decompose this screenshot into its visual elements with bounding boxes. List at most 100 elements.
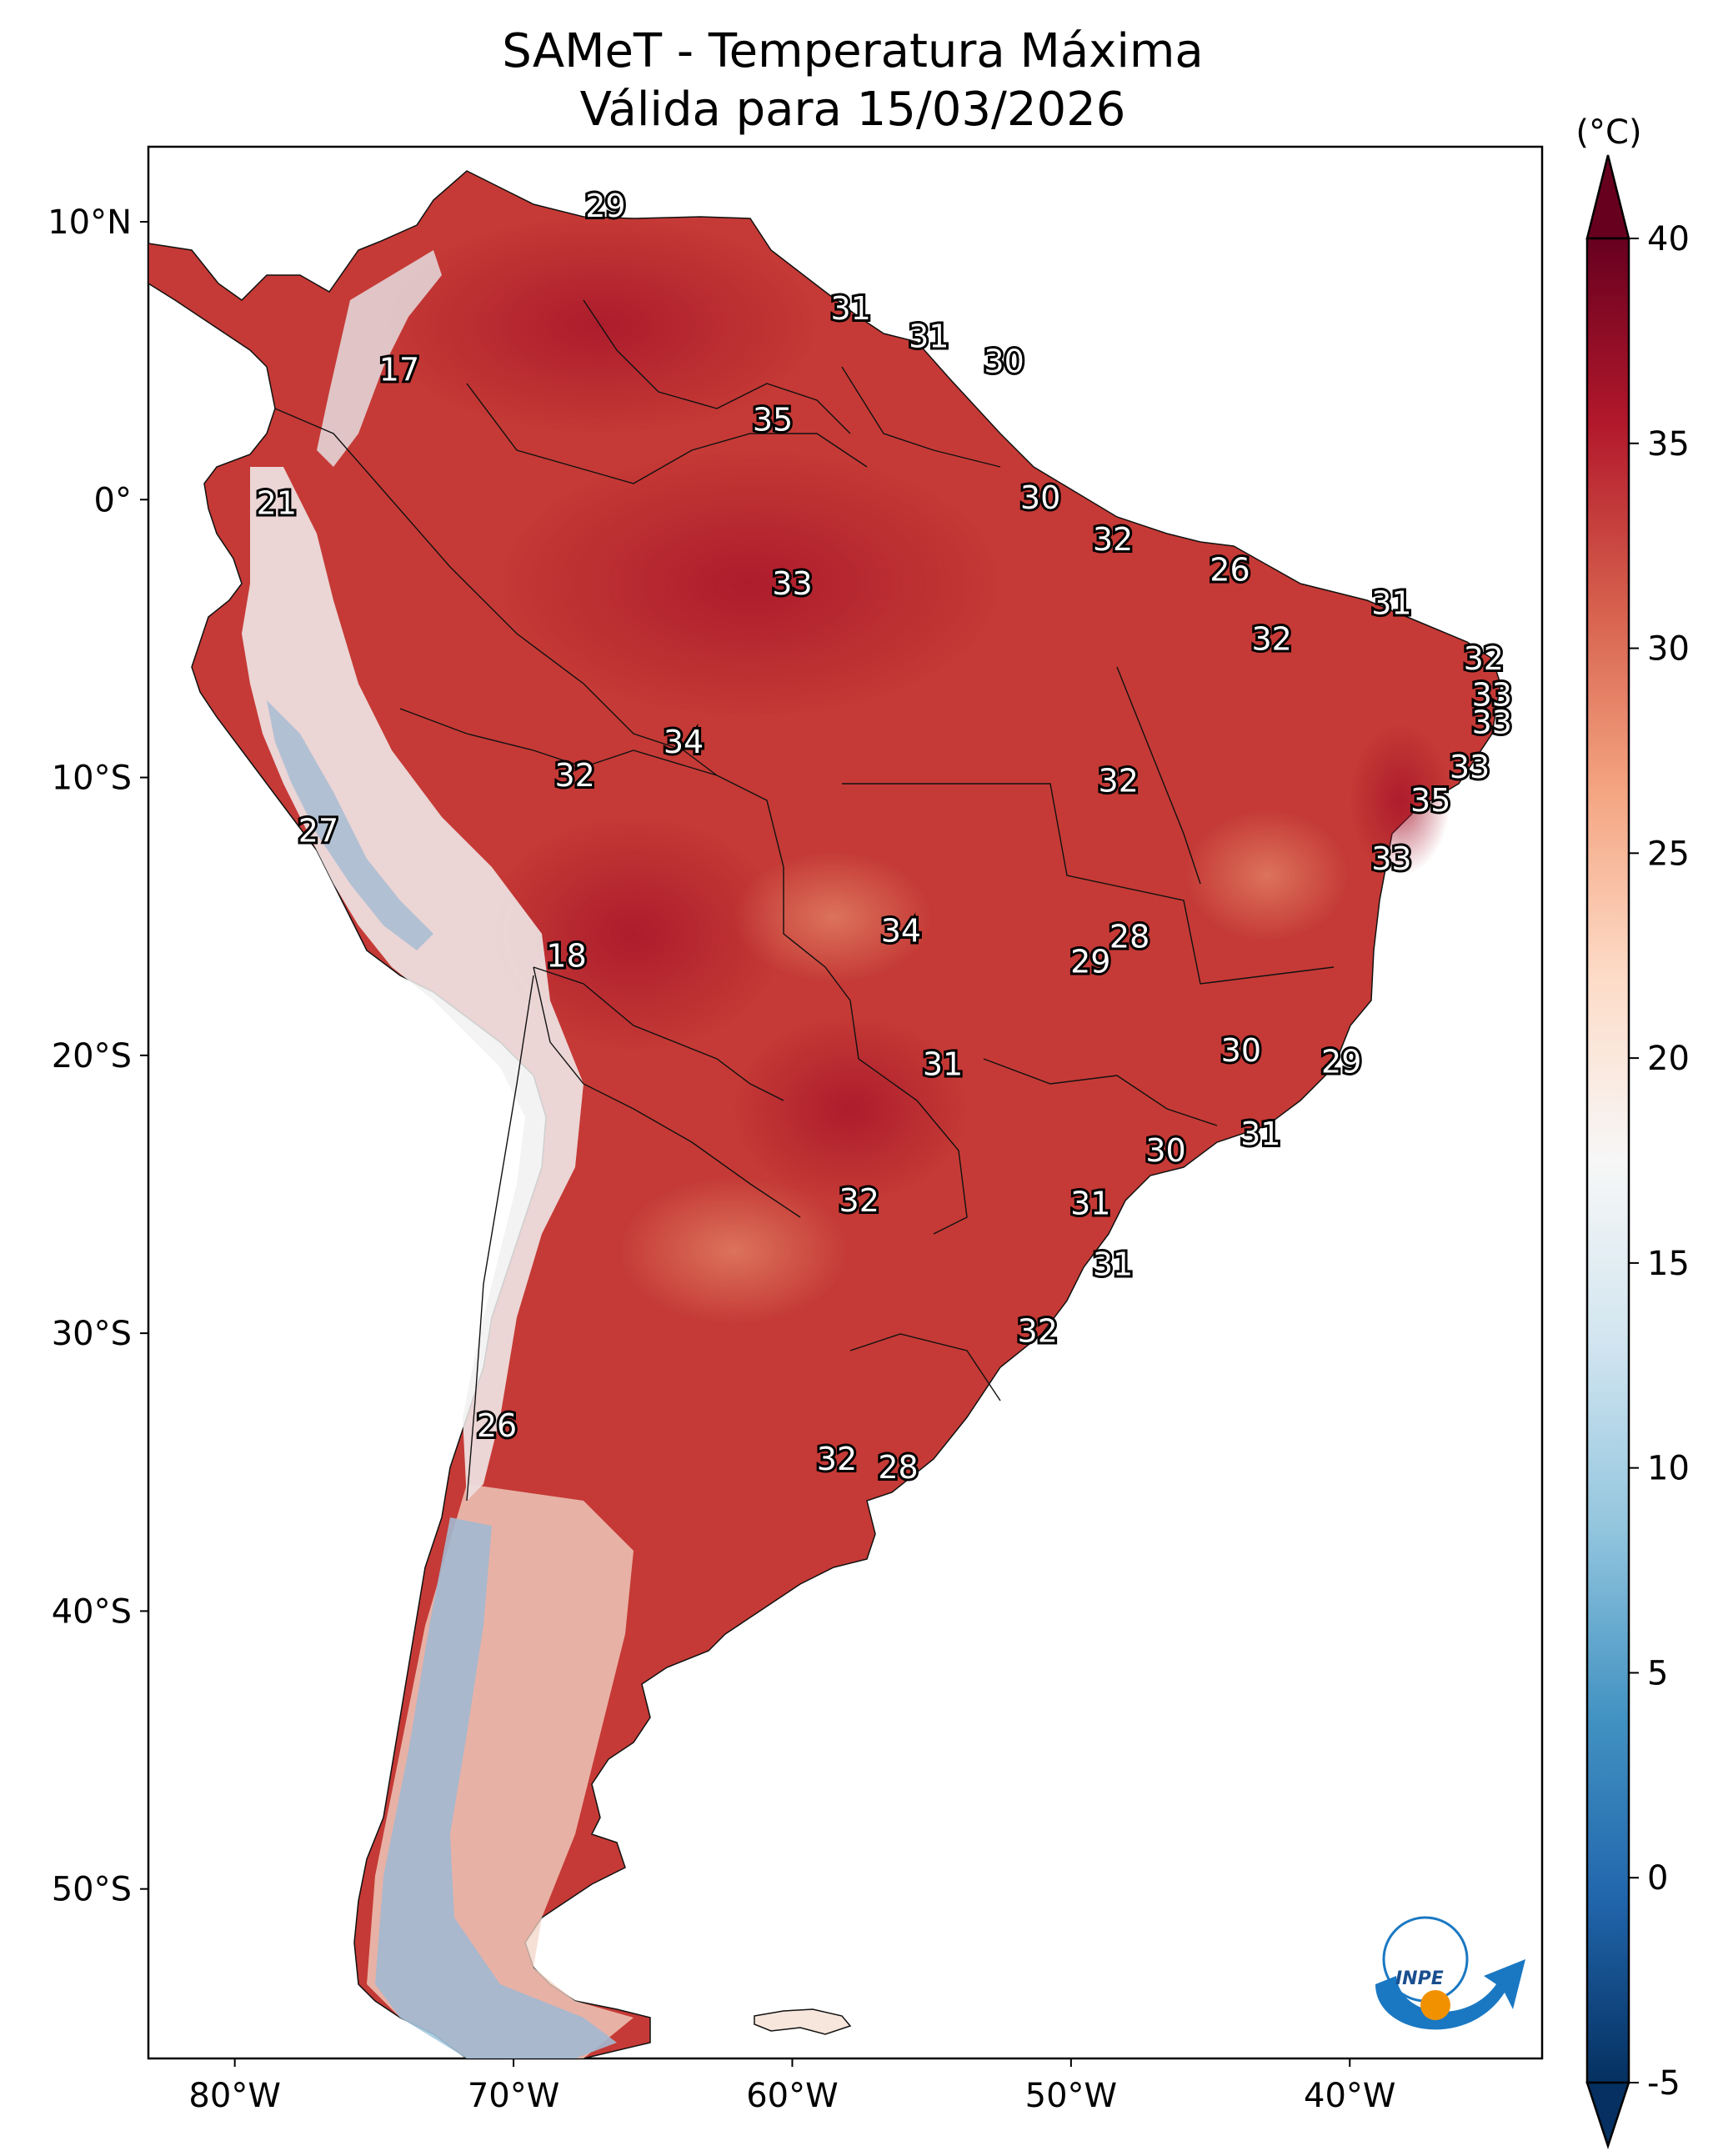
city-temp-label: 26 <box>477 1407 517 1444</box>
logo-sun-icon <box>1420 1990 1450 2020</box>
city-temp-label: 30 <box>1221 1032 1261 1069</box>
city-temp-label: 32 <box>817 1441 857 1477</box>
city-temp-label: 33 <box>1450 749 1490 785</box>
city-temp-label: 30 <box>984 343 1024 379</box>
hot-area-bolivia <box>483 817 784 1050</box>
lat-tick-label: 20°S <box>52 1037 132 1075</box>
border-brazil-states <box>842 783 1335 985</box>
border-uruguay <box>849 1333 1001 1401</box>
city-temp-label: 31 <box>1240 1116 1280 1152</box>
city-temp-label: 29 <box>1070 943 1110 980</box>
city-temp-label: 32 <box>1251 621 1291 658</box>
city-temp-label: 33 <box>1371 840 1411 877</box>
city-temp-label: 31 <box>1093 1246 1133 1283</box>
cold-area-peru-andes <box>267 700 433 950</box>
lon-tick-label: 70°W <box>468 2077 559 2115</box>
border-colombia-peru <box>274 408 718 776</box>
city-temp-label: 28 <box>878 1449 918 1486</box>
city-temp-label: 29 <box>585 188 625 224</box>
cold-area-colombia-andes <box>317 250 442 467</box>
colorbar: (°C) 40 35 30 25 20 15 10 5 0 -5 <box>1575 113 1690 2150</box>
colorbar-extend-top <box>1585 154 1630 240</box>
city-temp-label: 26 <box>1210 551 1250 588</box>
colorbar-ticks: 40 35 30 25 20 15 10 5 0 -5 <box>1629 220 1690 2103</box>
city-temp-label: 33 <box>1472 704 1512 741</box>
lat-axis: 10°N 0° 10°S 20°S 30°S 40°S 50°S <box>48 203 148 1909</box>
lat-tick-label: 0° <box>94 481 132 519</box>
border-argentina-north <box>533 966 801 1218</box>
city-temp-label: 35 <box>1410 782 1450 819</box>
city-temp-label: 32 <box>1093 521 1133 558</box>
border-peru-brazil <box>399 708 718 776</box>
city-temp-label: 31 <box>1371 584 1411 621</box>
city-temp-label: 34 <box>881 913 921 950</box>
map-subtitle: Válida para 15/03/2026 <box>579 83 1126 137</box>
city-temp-label: 32 <box>1464 640 1504 677</box>
colorbar-body <box>1585 237 1630 2084</box>
border-colombia-brazil <box>466 383 868 484</box>
city-temp-label: 31 <box>923 1046 963 1083</box>
hot-area-chaco <box>734 1017 967 1201</box>
lon-tick-label: 60°W <box>746 2077 838 2115</box>
city-temp-label: 27 <box>298 813 338 850</box>
lat-tick-label: 40°S <box>52 1592 132 1631</box>
colorbar-extend-bottom <box>1585 2081 1630 2150</box>
border-brazil-states-2 <box>1116 666 1201 885</box>
city-temp-label: 28 <box>1109 918 1150 955</box>
lat-tick-label: 30°S <box>52 1315 132 1353</box>
border-paraguay <box>858 1058 968 1235</box>
colorbar-tick-label: 40 <box>1647 220 1690 258</box>
city-temp-label: 33 <box>1472 676 1512 713</box>
city-temp-label: 21 <box>257 484 297 521</box>
border-chile-argentina <box>466 975 534 1502</box>
logo-text: INPE <box>1395 1968 1444 1989</box>
lon-axis: 80°W 70°W 60°W 50°W 40°W <box>188 2058 1395 2115</box>
border-brazil-states-3 <box>983 1058 1218 1126</box>
colorbar-tick-label: 30 <box>1647 630 1690 669</box>
city-temp-label: 33 <box>772 565 812 602</box>
falkland-islands <box>754 2008 852 2035</box>
city-temp-label: 32 <box>1018 1313 1058 1350</box>
city-temp-label: 18 <box>546 938 586 975</box>
lon-tick-label: 80°W <box>188 2077 280 2115</box>
lon-tick-label: 40°W <box>1304 2077 1395 2115</box>
colorbar-tick-label: 15 <box>1647 1245 1690 1283</box>
colorbar-tick-label: 5 <box>1647 1654 1668 1692</box>
city-temp-label: 31 <box>831 290 871 327</box>
lat-tick-label: 10°N <box>48 203 132 242</box>
city-temp-label: 32 <box>1099 763 1139 800</box>
lat-tick-label: 10°S <box>52 760 132 798</box>
lat-tick-label: 50°S <box>52 1871 132 1909</box>
colorbar-tick-label: 35 <box>1647 425 1690 464</box>
colorbar-tick-label: 10 <box>1647 1450 1690 1488</box>
logo-swoosh-icon <box>1375 1959 1525 2030</box>
colorbar-unit: (°C) <box>1575 113 1641 152</box>
inpe-logo: INPE <box>1375 1916 1525 2030</box>
colorbar-tick-label: -5 <box>1647 2064 1680 2103</box>
border-guyana <box>841 366 1001 468</box>
cold-area-southern-andes <box>375 1517 617 2058</box>
city-temp-label: 32 <box>839 1182 879 1219</box>
city-temp-label: 31 <box>1070 1185 1110 1221</box>
city-temp-label: 30 <box>1020 479 1060 516</box>
hot-area-amazon <box>500 450 1000 717</box>
map-title: SAMeT - Temperatura Máxima <box>502 24 1204 78</box>
border-bolivia-brazil <box>716 775 859 1060</box>
colorbar-tick-label: 25 <box>1647 835 1690 873</box>
city-temp-label: 32 <box>554 757 594 794</box>
city-temp-label: 17 <box>379 351 419 388</box>
warm-area-bahia <box>1184 809 1350 942</box>
country-borders <box>274 299 1335 1502</box>
cold-area-central-andes <box>242 467 584 1501</box>
city-temp-label: 31 <box>909 318 949 354</box>
city-temp-label: 34 <box>664 724 704 760</box>
warm-area-pampas <box>617 1176 850 1326</box>
city-temp-label: 30 <box>1145 1132 1185 1169</box>
border-bolivia-south <box>533 966 784 1101</box>
hot-area-northeast <box>1350 725 1450 875</box>
city-temp-label: 35 <box>753 401 793 438</box>
colorbar-tick-label: 0 <box>1647 1859 1668 1898</box>
colorbar-tick-label: 20 <box>1647 1040 1690 1078</box>
